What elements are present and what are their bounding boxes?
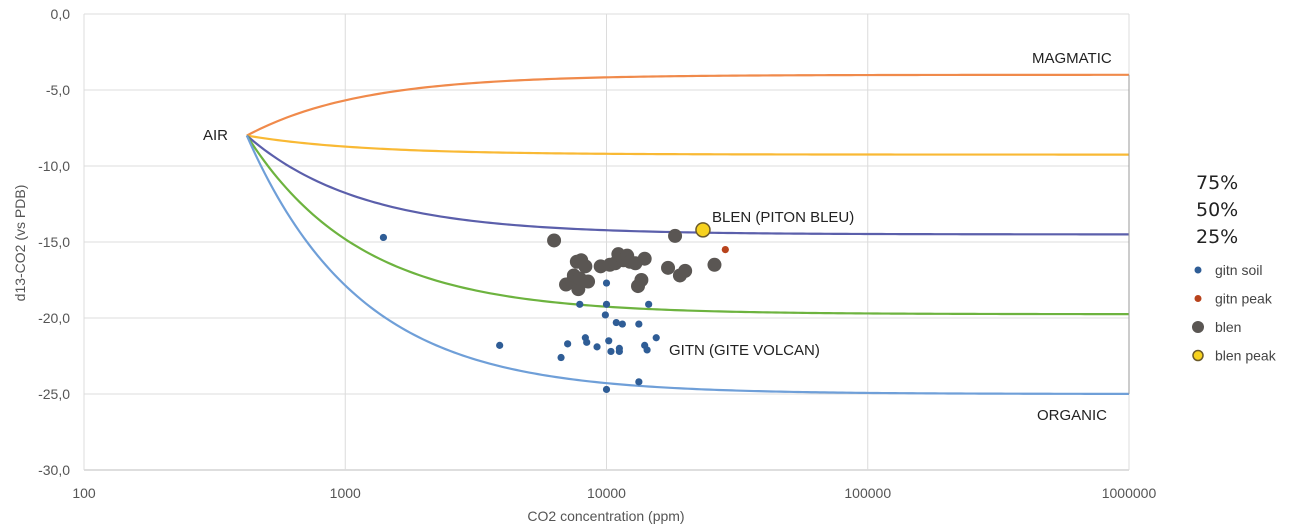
legend-marker	[1192, 321, 1204, 333]
data-point	[547, 233, 562, 248]
x-tick-label: 1000000	[1102, 485, 1157, 501]
data-point	[571, 282, 586, 297]
data-point	[635, 320, 643, 328]
x-tick-label: 100000	[844, 485, 891, 501]
data-point	[581, 274, 596, 289]
x-axis-title: CO2 concentration (ppm)	[527, 508, 684, 524]
mixing-curve	[245, 135, 1129, 395]
y-tick-label: -15,0	[38, 234, 70, 250]
x-tick-label: 10000	[587, 485, 626, 501]
legend-label: blen peak	[1215, 348, 1277, 364]
data-point	[496, 341, 504, 349]
mixing-curve	[246, 73, 1129, 137]
data-point	[564, 340, 572, 348]
data-point	[615, 344, 623, 352]
legend-label: gitn peak	[1215, 291, 1273, 307]
legend-marker	[1192, 349, 1204, 362]
mixing-curve	[246, 134, 1129, 156]
y-tick-labels: 0,0 -5,0 -10,0 -15,0 -20,0 -25,0 -30,0	[38, 6, 70, 478]
data-point	[602, 279, 611, 287]
data-point	[661, 260, 676, 275]
data-point	[707, 257, 722, 272]
data-point	[605, 337, 613, 345]
y-tick-label: -20,0	[38, 310, 70, 326]
data-point	[602, 385, 611, 394]
mixing-curve	[245, 135, 1129, 316]
data-point	[583, 338, 591, 346]
data-point	[652, 334, 660, 342]
data-point	[557, 353, 565, 362]
y-tick-label: -30,0	[38, 462, 70, 478]
data-point	[643, 346, 651, 354]
data-point	[645, 300, 653, 308]
data-point	[578, 259, 593, 274]
data-point	[721, 246, 729, 254]
data-point	[612, 318, 620, 327]
percent-label-75: 75%	[1196, 172, 1238, 194]
x-tick-label: 1000	[330, 485, 361, 501]
legend-marker	[1194, 266, 1202, 274]
x-tick-label: 100	[72, 485, 96, 501]
data-point	[618, 320, 626, 328]
data-point	[607, 347, 615, 356]
percent-label-25: 25%	[1196, 226, 1238, 248]
annotation-magmatic: MAGMATIC	[1032, 50, 1112, 67]
annotation-organic: ORGANIC	[1037, 407, 1107, 424]
y-axis-title: d13-CO2 (vs PDB)	[12, 185, 28, 302]
data-point	[637, 251, 652, 266]
data-point	[601, 311, 609, 319]
y-tick-label: -5,0	[46, 82, 70, 98]
legend-label: gitn soil	[1215, 262, 1262, 278]
legend-marker	[1194, 295, 1202, 302]
annotation-air: AIR	[203, 127, 228, 144]
grid-lines	[83, 13, 1130, 471]
annotation-blen: BLEN (PITON BLEU)	[712, 209, 854, 226]
percent-label-50: 50%	[1196, 199, 1238, 221]
data-points	[379, 222, 729, 394]
legend: gitn soil gitn peak blen blen peak	[1192, 262, 1277, 364]
mixing-curve	[246, 134, 1129, 236]
data-point	[602, 300, 611, 308]
mixing-curves	[245, 73, 1130, 395]
annotation-gitn: GITN (GITE VOLCAN)	[669, 342, 820, 359]
x-tick-labels: 100 1000 10000 100000 1000000	[72, 485, 1156, 501]
data-point	[593, 343, 601, 351]
data-point	[668, 228, 683, 243]
data-point	[678, 263, 693, 278]
y-tick-label: -25,0	[38, 386, 70, 402]
y-tick-label: 0,0	[51, 6, 71, 22]
data-point	[635, 378, 643, 386]
y-tick-label: -10,0	[38, 158, 70, 174]
data-point	[379, 233, 388, 242]
legend-label: blen	[1215, 319, 1241, 335]
data-point	[695, 222, 711, 238]
data-point	[634, 273, 649, 287]
data-point	[576, 300, 584, 308]
